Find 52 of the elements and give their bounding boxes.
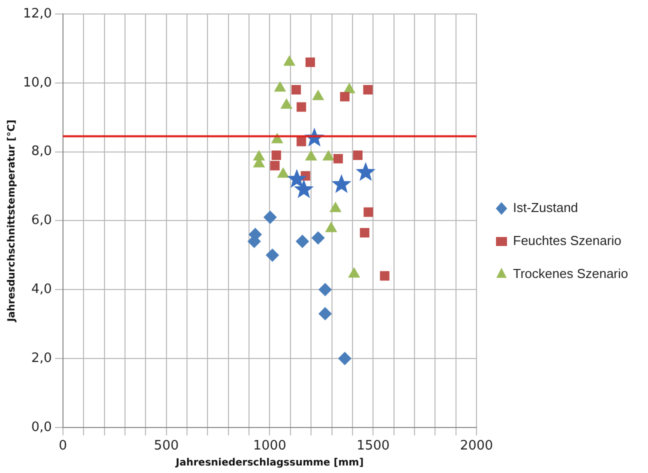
- point: [353, 150, 363, 160]
- point: [305, 150, 317, 160]
- x-tick-label: 0: [58, 438, 68, 454]
- point: [344, 83, 356, 94]
- legend-label: Trockenes Szenario: [513, 266, 628, 282]
- y-tick-label: 2,0: [31, 350, 52, 366]
- point: [264, 210, 277, 224]
- x-tick-label: 1500: [356, 438, 390, 454]
- point: [296, 234, 309, 248]
- point: [348, 268, 360, 278]
- y-tick-label: 10,0: [22, 75, 52, 90]
- y-tick-label: 0,0: [31, 420, 52, 435]
- point: [332, 175, 351, 192]
- point: [274, 82, 286, 92]
- point: [284, 56, 296, 66]
- point: [356, 162, 375, 180]
- point: [280, 98, 292, 109]
- point: [325, 222, 337, 232]
- point: [340, 92, 350, 102]
- point: [294, 180, 313, 198]
- point: [380, 271, 390, 281]
- point: [312, 90, 324, 100]
- x-tick-label: 500: [154, 438, 179, 454]
- point: [318, 283, 332, 296]
- y-tick-label: 4,0: [31, 282, 52, 297]
- y-tick-label: 12,0: [22, 6, 52, 22]
- point: [296, 102, 306, 112]
- y-tick-label: 8,0: [31, 144, 52, 160]
- point: [322, 150, 334, 160]
- point: [277, 168, 289, 178]
- point: [306, 57, 315, 67]
- point: [312, 231, 325, 244]
- point: [318, 307, 332, 320]
- legend-label: Feuchtes Szenario: [513, 233, 622, 248]
- point: [270, 160, 280, 170]
- point: [288, 170, 306, 188]
- y-axis-title: Jahresdurchschnittstemperatur [°C]: [6, 120, 18, 323]
- x-axis-title: Jahresniederschlagssumme [mm]: [174, 458, 364, 469]
- point: [360, 228, 370, 238]
- point: [272, 150, 282, 160]
- point: [291, 85, 301, 95]
- legend-label: Ist-Zustand: [513, 200, 578, 216]
- y-tick-label: 6,0: [31, 213, 52, 228]
- point: [266, 248, 279, 262]
- point: [364, 207, 374, 217]
- point: [338, 352, 352, 365]
- x-tick-label: 1000: [253, 438, 286, 454]
- point: [330, 202, 342, 212]
- point: [363, 85, 373, 95]
- point: [333, 154, 343, 164]
- x-tick-label: 2000: [460, 438, 494, 454]
- point: [296, 136, 306, 146]
